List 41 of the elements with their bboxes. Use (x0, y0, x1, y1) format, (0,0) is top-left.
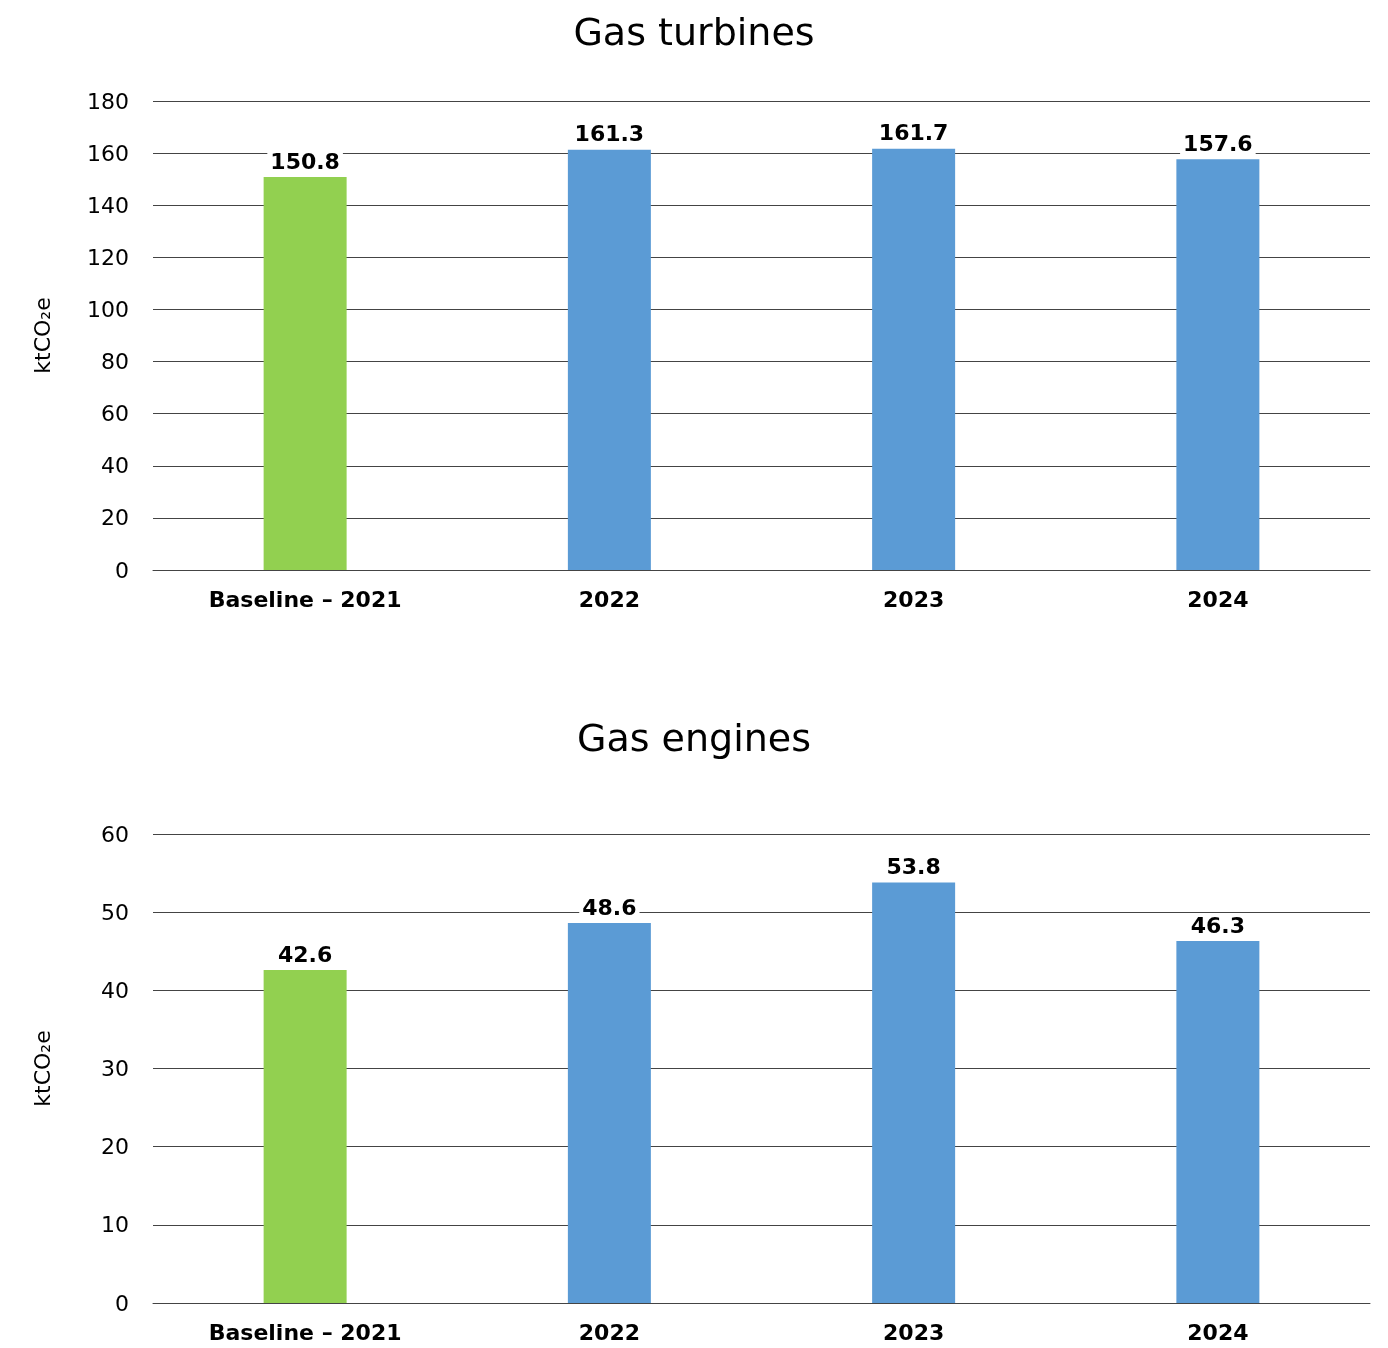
bar (567, 923, 651, 1303)
x-tick-label: 2023 (883, 586, 945, 612)
y-tick-label: 0 (115, 1290, 129, 1316)
y-axis-title: ktCO₂e (29, 1030, 55, 1107)
bar (1176, 941, 1260, 1303)
y-tick-label: 20 (101, 1134, 129, 1160)
y-tick-label: 160 (87, 140, 129, 166)
y-tick-label: 60 (101, 401, 129, 427)
y-tick-label: 120 (87, 244, 129, 270)
data-label: 53.8 (886, 853, 941, 879)
x-tick-label: 2024 (1187, 1319, 1249, 1345)
x-tick-label: 2024 (1187, 586, 1249, 612)
data-label: 46.3 (1190, 912, 1246, 938)
x-tick-label: Baseline – 2021 (208, 1319, 402, 1345)
y-tick-label: 0 (115, 557, 129, 583)
bar (263, 970, 347, 1303)
y-tick-label: 80 (101, 349, 129, 375)
y-tick-label: 20 (101, 505, 129, 531)
x-tick-label: Baseline – 2021 (208, 586, 402, 612)
x-tick-label: 2022 (578, 586, 640, 612)
data-label: 48.6 (582, 894, 637, 920)
y-tick-label: 60 (101, 821, 129, 847)
y-tick-label: 140 (87, 192, 129, 218)
y-tick-label: 180 (87, 88, 129, 114)
data-label: 150.8 (270, 148, 340, 174)
data-label: 161.3 (574, 121, 645, 147)
y-tick-label: 10 (101, 1212, 129, 1238)
data-label: 42.6 (277, 941, 333, 967)
chart-title: Gas engines (576, 716, 812, 760)
y-tick-label: 50 (101, 899, 129, 925)
bar (872, 882, 956, 1303)
data-label: 157.6 (1183, 130, 1253, 156)
y-tick-label: 100 (87, 296, 129, 322)
x-tick-label: 2023 (883, 1319, 945, 1345)
x-tick-label: 2022 (578, 1319, 640, 1345)
y-tick-label: 40 (101, 977, 129, 1003)
y-axis-title: ktCO₂e (29, 297, 55, 374)
chart-title: Gas turbines (573, 10, 815, 54)
data-label: 161.7 (878, 120, 949, 146)
y-tick-label: 30 (101, 1056, 129, 1081)
y-tick-label: 40 (101, 453, 129, 479)
